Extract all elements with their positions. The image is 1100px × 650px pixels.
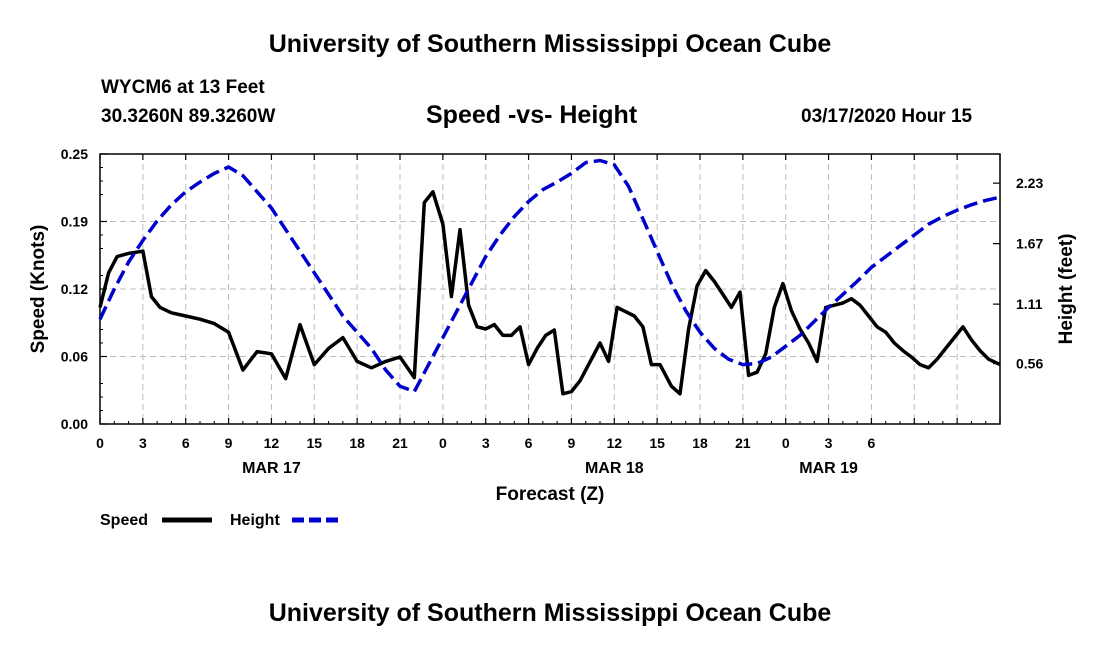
y-right-tick-label: 2.23: [1016, 175, 1043, 191]
y-axis-right-title: Height (feet): [1056, 234, 1077, 345]
x-tick-label: 15: [306, 435, 322, 451]
y-right-tick-label: 0.56: [1016, 356, 1043, 372]
y-left-tick-label: 0.12: [61, 281, 88, 297]
legend-speed-label: Speed: [100, 512, 148, 529]
y-axis-left: 0.00 0.06 0.12 0.19 0.25: [61, 146, 107, 432]
station-label: WYCM6 at 13 Feet: [101, 77, 265, 98]
y-axis-right: 0.56 1.11 1.67 2.23: [993, 175, 1043, 372]
x-tick-label: 3: [482, 435, 490, 451]
x-tick-label: 9: [568, 435, 576, 451]
x-tick-label: 12: [264, 435, 280, 451]
x-tick-label: 18: [692, 435, 708, 451]
x-tick-label: 0: [96, 435, 104, 451]
y-left-tick-label: 0.25: [61, 146, 88, 162]
x-tick-label: 6: [182, 435, 190, 451]
series-line-height: [98, 158, 1001, 394]
chart-grid: [100, 154, 1000, 424]
series-line-speed: [98, 190, 1001, 396]
station-coordinates: 30.3260N 89.3260W: [101, 106, 276, 127]
x-axis-title: Forecast (Z): [496, 484, 605, 505]
page-title-top: University of Southern Mississippi Ocean…: [268, 30, 832, 58]
date-label: MAR 19: [799, 460, 858, 477]
date-label: MAR 18: [585, 460, 644, 477]
series-group: [98, 158, 1001, 396]
legend-height-label: Height: [230, 512, 280, 529]
x-axis: 0 3 6 9 12 15 18 21 0 3 6 9 12 15 18 21 0 3 6 MAR 17 MAR 18 M…: [96, 154, 1001, 477]
x-tick-label: 0: [782, 435, 790, 451]
x-tick-label: 3: [139, 435, 147, 451]
x-tick-label: 3: [825, 435, 833, 451]
y-axis-left-title: Speed (Knots): [28, 225, 49, 354]
y-right-tick-label: 1.11: [1016, 296, 1043, 312]
y-right-tick-label: 1.67: [1016, 236, 1043, 252]
page-title-bottom: University of Southern Mississippi Ocean…: [268, 599, 832, 627]
x-tick-label: 18: [349, 435, 365, 451]
chart-subtitle: Speed -vs- Height: [426, 101, 638, 129]
y-left-tick-label: 0.00: [61, 416, 88, 432]
forecast-timestamp: 03/17/2020 Hour 15: [801, 106, 973, 127]
x-tick-label: 15: [649, 435, 665, 451]
x-tick-label: 6: [525, 435, 533, 451]
y-left-tick-label: 0.19: [61, 214, 88, 230]
x-tick-label: 21: [392, 435, 408, 451]
legend: Speed Height: [100, 512, 342, 529]
y-left-tick-label: 0.06: [61, 349, 88, 365]
x-tick-label: 6: [868, 435, 876, 451]
x-tick-label: 21: [735, 435, 751, 451]
x-tick-label: 12: [606, 435, 622, 451]
x-tick-label: 9: [225, 435, 233, 451]
x-tick-label: 0: [439, 435, 447, 451]
date-label: MAR 17: [242, 460, 301, 477]
